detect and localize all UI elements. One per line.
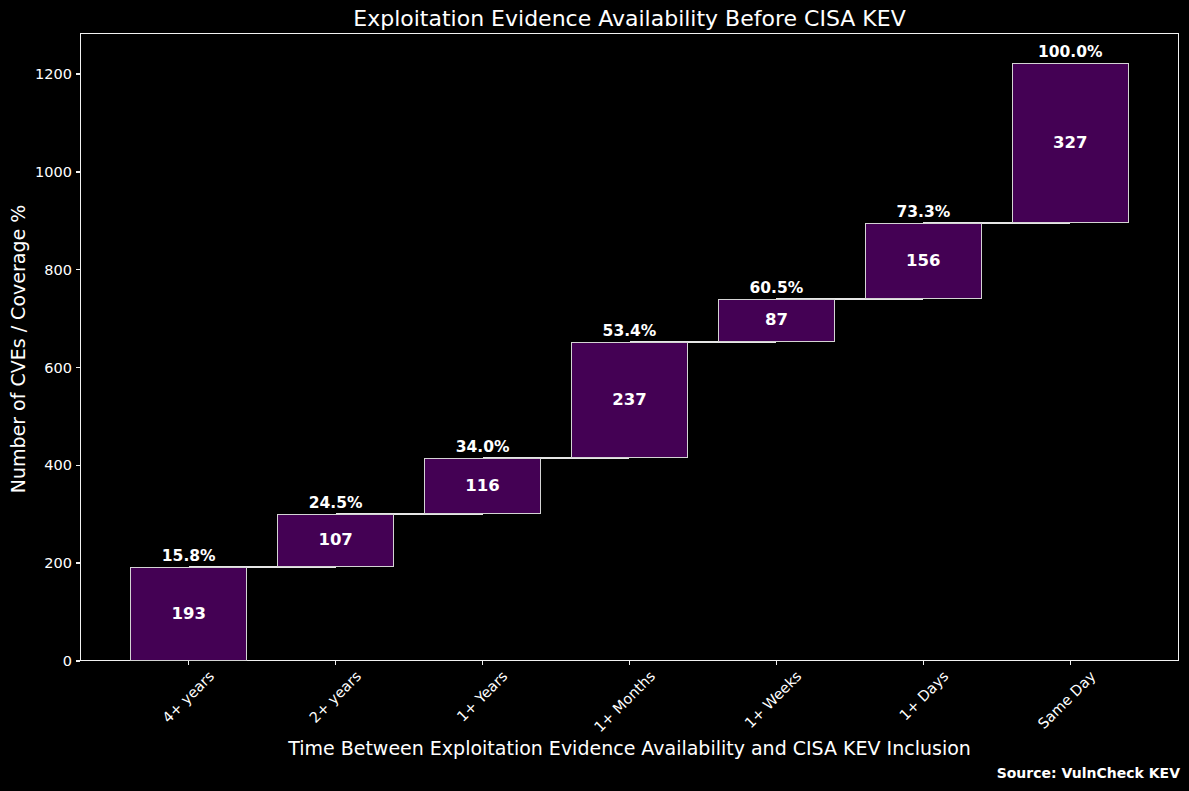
waterfall-chart: Exploitation Evidence Availability Befor… xyxy=(0,0,1189,791)
x-tick-label: 1+ Days xyxy=(896,668,951,723)
bar-count-label: 237 xyxy=(571,390,689,409)
x-tick-mark xyxy=(629,661,631,665)
y-tick-mark xyxy=(76,465,80,467)
x-tick-mark xyxy=(188,661,190,665)
bar-count-label: 193 xyxy=(130,604,248,623)
x-tick-label: 2+ years xyxy=(306,668,364,726)
bar-count-label: 116 xyxy=(424,476,542,495)
y-tick-mark xyxy=(76,660,80,662)
x-tick-label: 1+ Weeks xyxy=(742,668,805,731)
bar-percent-label: 100.0% xyxy=(992,43,1150,61)
y-tick-mark xyxy=(76,73,80,75)
y-tick-mark xyxy=(76,562,80,564)
bar-percent-label: 15.8% xyxy=(110,547,268,565)
y-tick-mark xyxy=(76,367,80,369)
x-tick-mark xyxy=(923,661,925,665)
bar-count-label: 327 xyxy=(1012,133,1130,152)
y-tick-label: 200 xyxy=(12,555,72,571)
y-tick-label: 600 xyxy=(12,360,72,376)
y-tick-mark xyxy=(76,171,80,173)
y-tick-mark xyxy=(76,269,80,271)
x-tick-mark xyxy=(1070,661,1072,665)
chart-title: Exploitation Evidence Availability Befor… xyxy=(80,6,1179,31)
bar-percent-label: 24.5% xyxy=(257,494,415,512)
bar-count-label: 87 xyxy=(718,310,836,329)
x-tick-label: 1+ Months xyxy=(591,668,658,735)
bar-count-label: 156 xyxy=(865,251,983,270)
bar-percent-label: 73.3% xyxy=(845,203,1003,221)
y-tick-label: 0 xyxy=(12,653,72,669)
bar-percent-label: 53.4% xyxy=(551,322,709,340)
y-tick-label: 1000 xyxy=(12,164,72,180)
bar-percent-label: 60.5% xyxy=(698,279,856,297)
bar-count-label: 107 xyxy=(277,530,395,549)
x-tick-label: 1+ Years xyxy=(454,668,511,725)
x-tick-mark xyxy=(482,661,484,665)
x-tick-mark xyxy=(335,661,337,665)
x-tick-label: Same Day xyxy=(1035,668,1099,732)
y-tick-label: 400 xyxy=(12,457,72,473)
bar-percent-label: 34.0% xyxy=(404,438,562,456)
y-tick-label: 800 xyxy=(12,262,72,278)
x-tick-label: 4+ years xyxy=(159,668,217,726)
y-tick-label: 1200 xyxy=(12,66,72,82)
x-tick-mark xyxy=(776,661,778,665)
x-axis-label: Time Between Exploitation Evidence Avail… xyxy=(80,737,1179,759)
source-credit: Source: VulnCheck KEV xyxy=(997,765,1180,781)
